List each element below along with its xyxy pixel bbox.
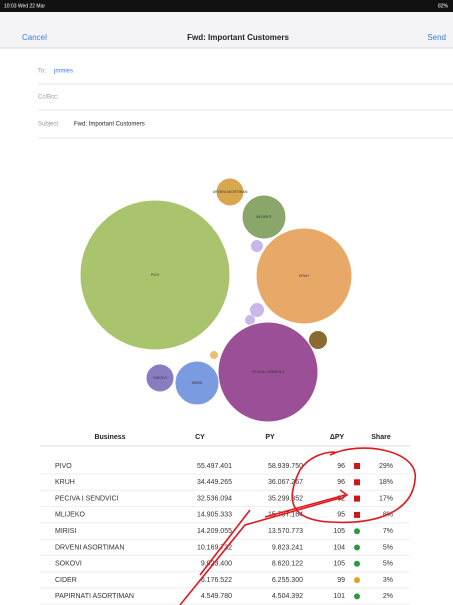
bubble-label: PECIVA I SENDVICI (252, 370, 284, 374)
column-header: Business (94, 434, 125, 441)
status-time: 10:03 Wed 22 Mar (4, 3, 45, 9)
table-cell: 36.067.267 (268, 479, 303, 486)
status-indicator (354, 561, 360, 567)
row-label: PIVO (55, 463, 72, 470)
table-cell: 4.504.392 (272, 593, 303, 600)
send-button[interactable]: Send (427, 33, 446, 42)
bubble (309, 331, 327, 349)
table-cell: 2% (383, 593, 393, 600)
table-cell: 58.939.750 (268, 463, 303, 470)
subject[interactable]: Fwd: Important Customers (74, 122, 145, 128)
table-cell: 96 (337, 463, 345, 470)
table-cell: 95 (337, 512, 345, 519)
bubble (210, 351, 218, 359)
column-header: PY (265, 434, 275, 441)
bubble-label: MIRISI (192, 381, 203, 385)
bubble (250, 303, 264, 317)
bubble-label: KRUH (299, 274, 309, 278)
row-label: MLIJEKO (55, 512, 86, 519)
nav-bar (0, 12, 453, 48)
status-indicator (354, 512, 360, 518)
row-label: DRVENI ASORTIMAN (55, 544, 124, 551)
table-cell: 18% (379, 479, 393, 486)
cc-field[interactable]: Cc/Bcc: (38, 95, 59, 101)
table-cell: 9.823.241 (272, 544, 303, 551)
table-cell: 34.449.265 (197, 479, 232, 486)
status-indicator (354, 528, 360, 534)
table-cell: 105 (333, 561, 345, 568)
table-cell: 99 (337, 577, 345, 584)
table-cell: 105 (333, 528, 345, 535)
status-indicator (354, 545, 360, 551)
status-indicator (354, 577, 360, 583)
row-label: MIRISI (55, 528, 76, 535)
row-label: CIDER (55, 577, 77, 584)
bubble-label: PIVO (151, 273, 160, 277)
table-cell: 7% (383, 528, 393, 535)
subject-label: Subject: (38, 122, 60, 128)
bubble (245, 315, 255, 325)
table-cell: 3% (383, 577, 393, 584)
status-battery: 82% (438, 3, 449, 9)
table-cell: 8.620.122 (272, 561, 303, 568)
annotation-arrow (265, 490, 347, 517)
column-header: ΔPY (330, 434, 345, 441)
table-cell: 6.255.300 (272, 577, 303, 584)
table-cell: 55.497.401 (197, 463, 232, 470)
screen: 10:03 Wed 22 Mar 82% Cancel Fwd: Importa… (0, 0, 453, 605)
to-label: To: (38, 69, 46, 75)
status-indicator (354, 463, 360, 469)
table-cell: 5% (383, 561, 393, 568)
table: Business CY PY ΔPY Share PIVO 55.497.401 58.939… (40, 434, 410, 605)
row-label: KRUH (55, 479, 75, 486)
table-cell: 14.905.333 (197, 512, 232, 519)
status-indicator (354, 479, 360, 485)
annotation-circle (292, 448, 415, 522)
bubble-chart: PIVO KRUH PECIVA I SENDVICI MLIJEKO DRVENI A… (80, 178, 352, 422)
cancel-button[interactable]: Cancel (22, 33, 47, 42)
to-recipient[interactable]: jmmies (53, 69, 73, 75)
table-cell: 14.209.055 (197, 528, 232, 535)
table-cell: 17% (379, 495, 393, 502)
column-header: Share (371, 434, 391, 441)
row-label: PAPIRNATI ASORTIMAN (55, 593, 134, 600)
status-indicator (354, 593, 360, 599)
row-label: SOKOVI (55, 561, 82, 568)
row-label: PECIVA I SENDVICI (55, 495, 119, 502)
table-cell: 5% (383, 544, 393, 551)
bubble-label: MLIJEKO (257, 215, 272, 219)
table-cell: 104 (333, 544, 345, 551)
nav-title: Fwd: Important Customers (187, 33, 289, 42)
table-cell: 96 (337, 479, 345, 486)
table-cell: 35.299.352 (268, 495, 303, 502)
table-cell: 29% (379, 463, 393, 470)
status-bar (0, 0, 453, 12)
table-cell: 4.549.780 (201, 593, 232, 600)
bubble (251, 240, 263, 252)
bubble-label: SOKOVI (153, 376, 166, 380)
bubble-label: DRVENI ASORTIMAN (213, 190, 248, 194)
status-indicator (354, 496, 360, 502)
column-header: CY (195, 434, 205, 441)
table-cell: 6.176.522 (201, 577, 232, 584)
table-cell: 13.570.773 (268, 528, 303, 535)
table-cell: 101 (333, 593, 345, 600)
table-cell: 32.536.094 (197, 495, 232, 502)
